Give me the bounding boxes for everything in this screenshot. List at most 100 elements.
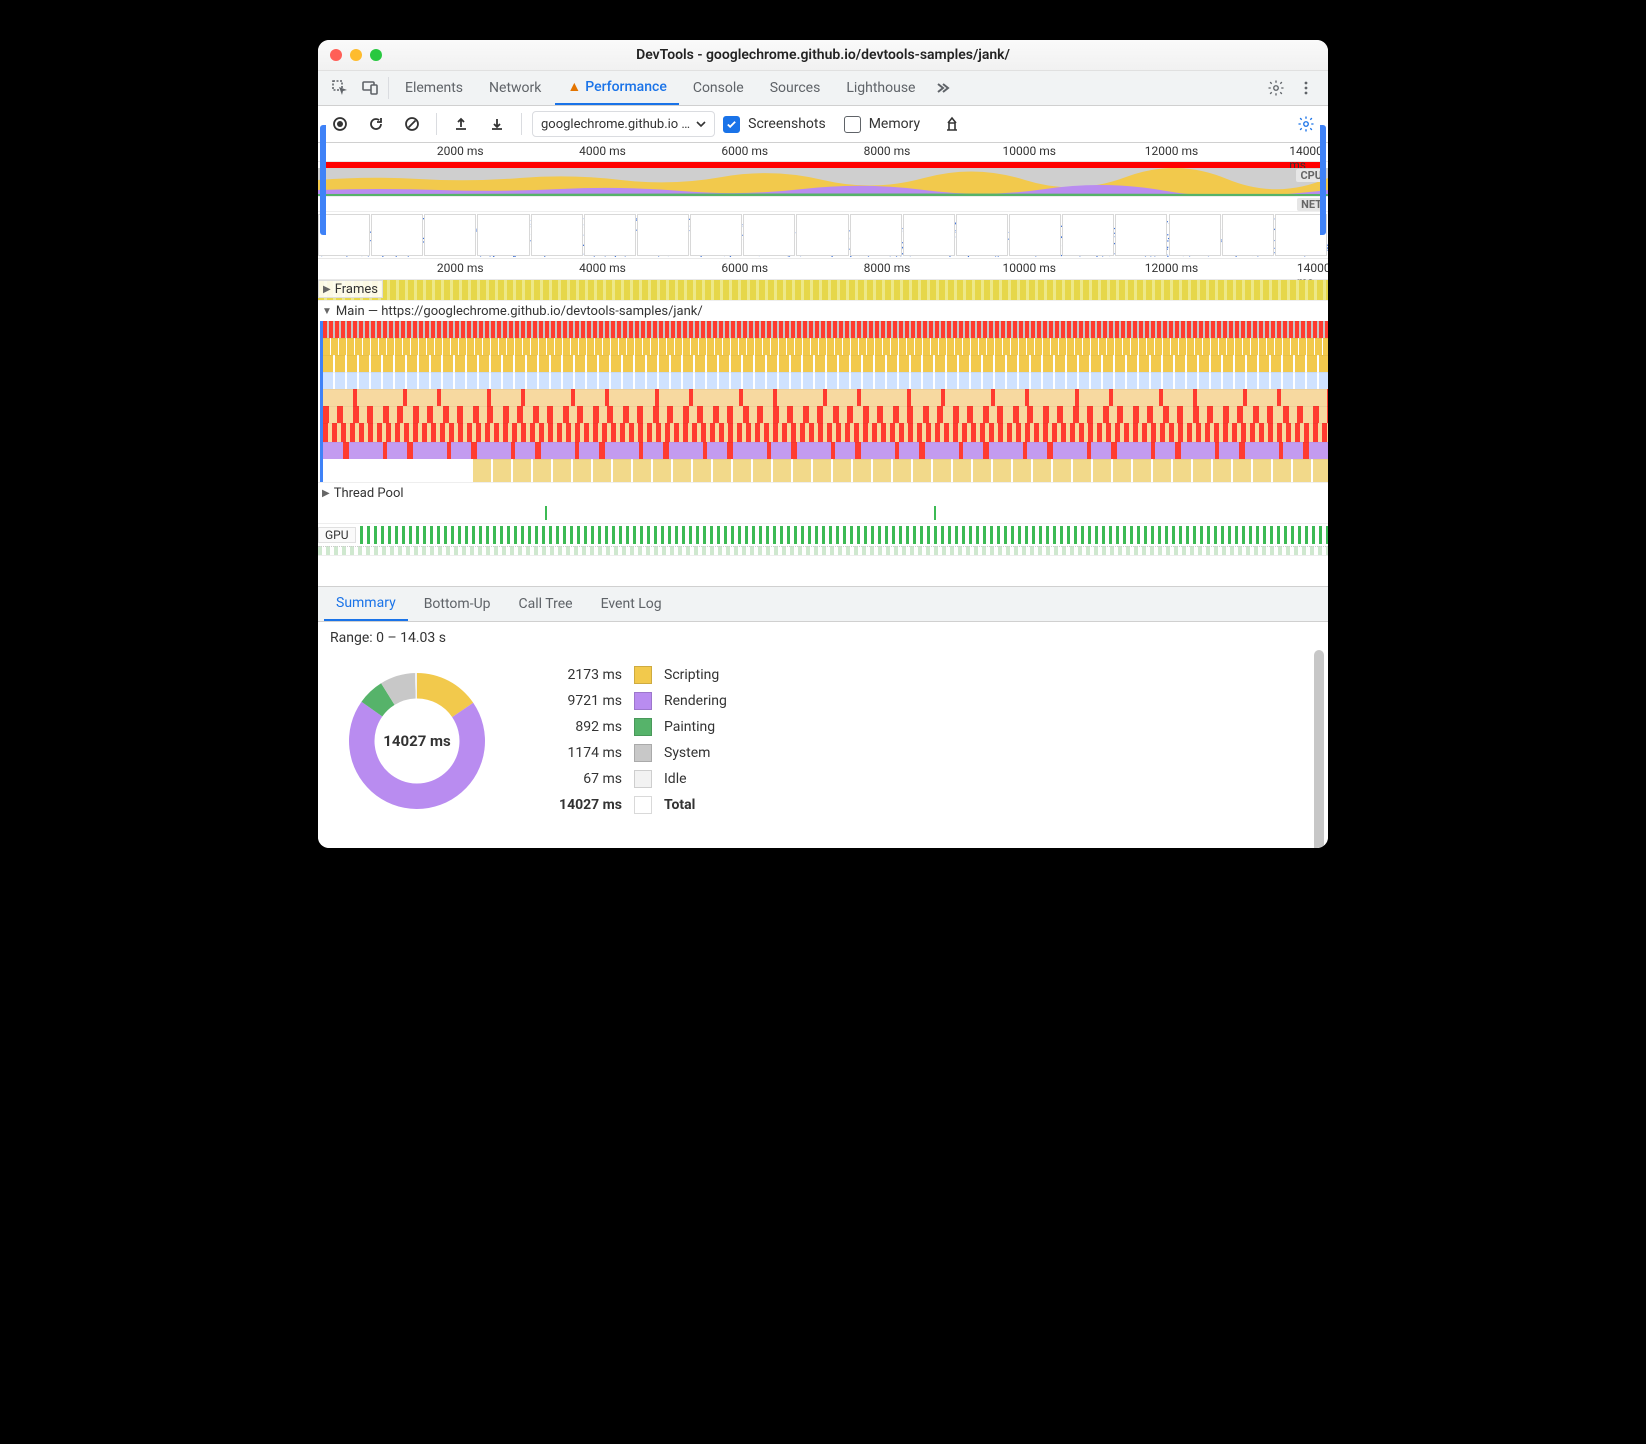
overview-pane[interactable]: 2000 ms4000 ms6000 ms8000 ms10000 ms1200… [318, 143, 1328, 258]
overview-handle-right[interactable] [1320, 125, 1326, 235]
flame-row-tasks [323, 321, 1328, 338]
donut-total: 14027 ms [332, 656, 502, 826]
flame-row-recalc [323, 423, 1328, 442]
ruler-tick: 8000 ms [864, 144, 911, 158]
reload-record-button[interactable] [362, 110, 390, 138]
ruler-tick: 8000 ms [864, 261, 911, 275]
main-disclose-icon[interactable]: ▼ [322, 306, 332, 317]
ruler-tick: 10000 ms [1003, 261, 1056, 275]
tab-elements[interactable]: Elements [393, 71, 475, 105]
screenshot-thumb [584, 214, 636, 256]
kebab-menu-icon[interactable] [1292, 74, 1320, 102]
target-selector-label: googlechrome.github.io … [541, 117, 690, 132]
settings-icon[interactable] [1262, 74, 1290, 102]
device-toggle-icon[interactable] [356, 74, 384, 102]
overview-net-lane: NET [318, 196, 1328, 211]
capture-settings-icon[interactable] [1292, 110, 1320, 138]
threadpool-disclose-icon[interactable]: ▶ [322, 488, 330, 499]
gpu-track[interactable]: GPU [318, 524, 1328, 556]
screenshot-thumb [477, 214, 529, 256]
summary-legend: 2173 msScripting9721 msRendering892 msPa… [532, 662, 727, 826]
details-tab-summary[interactable]: Summary [324, 587, 408, 621]
gpu-label: GPU [318, 527, 356, 543]
timeline-ruler: 2000 ms 4000 ms 6000 ms 8000 ms 10000 ms 1200… [318, 258, 1328, 280]
titlebar: DevTools - googlechrome.github.io/devtoo… [318, 40, 1328, 71]
frames-track[interactable]: ▶ Frames [318, 280, 1328, 301]
inspect-icon[interactable] [326, 74, 354, 102]
screenshot-thumb [1169, 214, 1221, 256]
details-tabs: SummaryBottom-UpCall TreeEvent Log [318, 586, 1328, 622]
legend-row-rendering: 9721 msRendering [532, 688, 727, 714]
screenshot-thumb [956, 214, 1008, 256]
frames-label: Frames [335, 282, 378, 297]
more-tabs-icon[interactable] [929, 74, 957, 102]
ruler-tick: 4000 ms [579, 144, 626, 158]
overview-screenshots-lane [318, 211, 1328, 258]
performance-toolbar: googlechrome.github.io … Screenshots Mem… [318, 106, 1328, 143]
ruler-tick: 10000 ms [1003, 144, 1056, 158]
gpu-bars [360, 526, 1328, 544]
record-button[interactable] [326, 110, 354, 138]
details-tab-bottom-up[interactable]: Bottom-Up [412, 587, 503, 621]
details-tab-event-log[interactable]: Event Log [589, 587, 674, 621]
flame-row-update-layer [323, 442, 1328, 459]
flame-row-scripting [323, 338, 1328, 355]
overview-handle-left[interactable] [320, 125, 326, 235]
target-selector[interactable]: googlechrome.github.io … [532, 111, 715, 137]
flame-row-paint [473, 459, 1328, 482]
threadpool-track[interactable]: ▶ Thread Pool [318, 483, 1328, 524]
summary-donut: 14027 ms [332, 656, 502, 826]
details-scrollbar[interactable] [1314, 646, 1324, 842]
ruler-tick: 12000 ms [1145, 261, 1198, 275]
gpu-substrip [318, 546, 1328, 555]
upload-profile-button[interactable] [447, 110, 475, 138]
threadpool-mark [934, 506, 936, 520]
ruler-tick: 6000 ms [721, 261, 768, 275]
screenshot-thumb [424, 214, 476, 256]
threadpool-label: Thread Pool [334, 486, 404, 501]
screenshot-thumb [743, 214, 795, 256]
flame-row-layout [323, 406, 1328, 423]
tab-performance[interactable]: ▲Performance [555, 71, 678, 105]
threadpool-mark [545, 506, 547, 520]
legend-row-total: 14027 msTotal [532, 792, 727, 818]
window-title: DevTools - googlechrome.github.io/devtoo… [318, 47, 1328, 63]
screenshot-thumb [1062, 214, 1114, 256]
ruler-tick: 4000 ms [579, 261, 626, 275]
memory-checkbox[interactable] [844, 116, 861, 133]
main-track[interactable]: ▼ Main — https://googlechrome.github.io/… [318, 301, 1328, 483]
ruler-tick: 2000 ms [437, 261, 484, 275]
screenshot-thumb [903, 214, 955, 256]
frames-disclose-icon[interactable]: ▶ [323, 284, 331, 295]
legend-row-scripting: 2173 msScripting [532, 662, 727, 688]
screenshot-thumb [637, 214, 689, 256]
screenshot-thumb [850, 214, 902, 256]
range-label: Range: 0 – 14.03 s [330, 630, 1328, 646]
screenshot-thumb [796, 214, 848, 256]
tab-network[interactable]: Network [477, 71, 553, 105]
flame-row-rendering [323, 372, 1328, 389]
screenshot-thumb [371, 214, 423, 256]
tab-lighthouse[interactable]: Lighthouse [834, 71, 927, 105]
frames-strip [318, 280, 1328, 300]
screenshot-thumb [1222, 214, 1274, 256]
threadpool-lane [318, 503, 1328, 523]
legend-row-painting: 892 msPainting [532, 714, 727, 740]
main-label: Main — https://googlechrome.github.io/de… [336, 304, 703, 319]
details-tab-call-tree[interactable]: Call Tree [507, 587, 585, 621]
flame-chart[interactable] [320, 321, 1328, 482]
tab-console[interactable]: Console [681, 71, 756, 105]
clear-button[interactable] [398, 110, 426, 138]
flame-row-layout-warn [323, 389, 1328, 406]
legend-row-system: 1174 msSystem [532, 740, 727, 766]
ruler-tick: 2000 ms [437, 144, 484, 158]
devtools-window: DevTools - googlechrome.github.io/devtoo… [318, 40, 1328, 848]
tab-sources[interactable]: Sources [758, 71, 833, 105]
screenshot-thumb [690, 214, 742, 256]
collect-garbage-button[interactable] [938, 110, 966, 138]
download-profile-button[interactable] [483, 110, 511, 138]
ruler-tick: 6000 ms [721, 144, 768, 158]
panel-tabs: ElementsNetwork▲PerformanceConsoleSource… [318, 71, 1328, 106]
screenshot-thumb [1115, 214, 1167, 256]
screenshots-checkbox[interactable] [723, 116, 740, 133]
